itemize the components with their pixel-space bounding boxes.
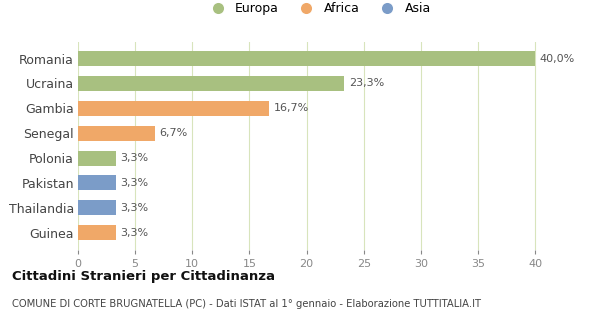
Text: 3,3%: 3,3% <box>120 228 148 238</box>
Bar <box>78 175 116 190</box>
Text: COMUNE DI CORTE BRUGNATELLA (PC) - Dati ISTAT al 1° gennaio - Elaborazione TUTTI: COMUNE DI CORTE BRUGNATELLA (PC) - Dati … <box>12 299 481 309</box>
Bar <box>78 225 116 240</box>
Bar <box>78 200 116 215</box>
Legend: Europa, Africa, Asia: Europa, Africa, Asia <box>201 0 435 19</box>
Text: 16,7%: 16,7% <box>274 103 308 113</box>
Text: 3,3%: 3,3% <box>120 203 148 213</box>
Text: 23,3%: 23,3% <box>349 78 384 88</box>
Text: 3,3%: 3,3% <box>120 178 148 188</box>
Bar <box>78 51 535 66</box>
Text: 3,3%: 3,3% <box>120 153 148 163</box>
Bar <box>78 126 155 140</box>
Text: Cittadini Stranieri per Cittadinanza: Cittadini Stranieri per Cittadinanza <box>12 270 275 284</box>
Bar <box>78 151 116 165</box>
Text: 6,7%: 6,7% <box>159 128 187 138</box>
Bar <box>78 101 269 116</box>
Bar <box>78 76 344 91</box>
Text: 40,0%: 40,0% <box>540 53 575 63</box>
